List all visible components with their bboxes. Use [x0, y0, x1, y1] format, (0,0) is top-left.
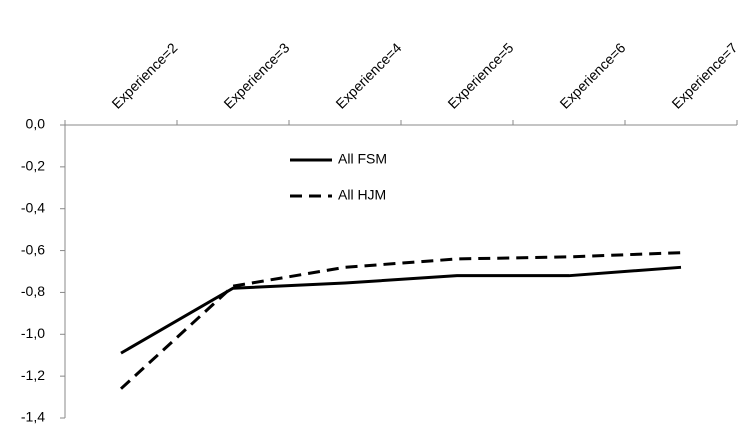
- x-tick-label: Experience=5: [444, 39, 516, 111]
- y-tick-label: -1,0: [21, 325, 45, 341]
- x-tick-label: Experience=4: [332, 39, 404, 111]
- y-tick-label: -1,4: [21, 409, 45, 425]
- y-tick-label: -0,8: [21, 283, 45, 299]
- x-tick-label: Experience=3: [220, 39, 292, 111]
- legend-label: All FSM: [338, 151, 387, 167]
- y-tick-label: -0,2: [21, 158, 45, 174]
- y-tick-label: -0,4: [21, 199, 45, 215]
- x-tick-label: Experience=7: [668, 39, 740, 111]
- y-tick-label: -0,6: [21, 241, 45, 257]
- x-tick-label: Experience=6: [556, 39, 628, 111]
- y-tick-label: 0,0: [26, 116, 46, 132]
- y-tick-label: -1,2: [21, 367, 45, 383]
- legend-label: All HJM: [338, 187, 386, 203]
- x-tick-label: Experience=2: [108, 39, 180, 111]
- series-line: [120, 265, 682, 355]
